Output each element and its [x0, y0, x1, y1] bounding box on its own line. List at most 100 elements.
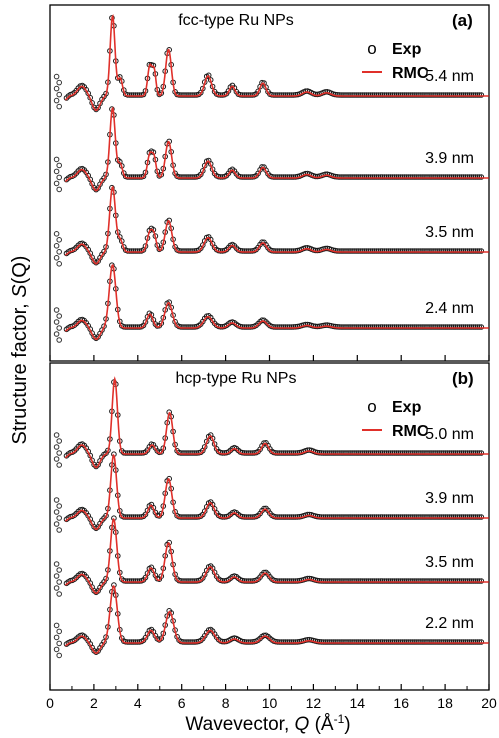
exp-point	[409, 92, 416, 98]
exp-point	[128, 578, 135, 584]
exp-point	[344, 450, 350, 456]
exp-point	[365, 514, 372, 520]
exp-point	[186, 92, 192, 98]
exp-point	[431, 248, 437, 254]
exp-point	[468, 92, 475, 98]
exp-point	[413, 639, 419, 645]
exp-point	[441, 578, 447, 584]
exp-point	[336, 514, 342, 520]
exp-point	[397, 514, 404, 520]
exp-point	[340, 324, 346, 330]
exp-point	[277, 639, 283, 645]
exp-point	[375, 639, 382, 645]
exp-point	[385, 92, 392, 98]
exp-point	[474, 578, 481, 584]
exp-point	[304, 637, 311, 643]
exp-point	[365, 174, 372, 180]
exp-point	[281, 578, 287, 584]
exp-point	[190, 639, 196, 645]
exp-point	[190, 92, 196, 98]
exp-point	[292, 450, 299, 456]
exp-point	[373, 450, 380, 456]
size-label: 2.2 nm	[425, 615, 474, 632]
legend-exp-marker: o	[367, 397, 376, 416]
exp-point	[444, 324, 451, 330]
legend-exp-label: Exp	[392, 399, 422, 416]
exp-point	[363, 324, 370, 330]
exp-point	[385, 514, 392, 520]
exp-point	[425, 450, 431, 456]
exp-point	[358, 578, 364, 584]
exp-point	[393, 92, 400, 98]
x-tick-label: 10	[262, 695, 278, 711]
exp-point	[130, 450, 137, 456]
exp-point	[464, 514, 471, 520]
exp-point	[304, 447, 311, 454]
exp-point	[425, 578, 431, 584]
exp-point	[322, 639, 329, 645]
exp-point	[375, 578, 382, 584]
exp-point	[379, 578, 386, 584]
exp-point	[397, 248, 404, 254]
exp-point	[277, 578, 283, 584]
exp-point	[369, 578, 376, 584]
exp-point	[279, 324, 285, 330]
exp-point	[53, 85, 60, 92]
exp-point	[53, 156, 60, 163]
exp-point	[472, 324, 479, 330]
exp-point	[330, 578, 337, 584]
exp-point	[367, 639, 374, 645]
exp-point	[259, 239, 265, 245]
exp-point	[448, 248, 455, 254]
exp-point	[180, 450, 186, 456]
exp-point	[371, 92, 378, 98]
exp-point	[132, 92, 139, 98]
exp-point	[417, 639, 423, 645]
exp-point	[342, 450, 348, 456]
y-axis-label-symbol: S	[9, 284, 31, 298]
exp-point	[448, 174, 455, 180]
exp-point	[371, 514, 378, 520]
exp-point	[288, 248, 295, 254]
exp-point	[134, 514, 141, 520]
exp-point	[439, 324, 445, 330]
exp-point	[132, 639, 139, 645]
exp-point	[373, 174, 380, 180]
exp-point	[338, 92, 344, 98]
exp-point	[288, 324, 295, 330]
exp-point	[425, 514, 431, 520]
exp-point	[472, 639, 479, 645]
exp-point	[460, 248, 467, 254]
exp-point	[53, 646, 60, 653]
exp-point	[284, 248, 291, 254]
exp-point	[326, 450, 333, 456]
exp-point	[277, 324, 283, 330]
exp-point	[393, 248, 400, 254]
rmc-fit-line	[64, 106, 489, 192]
exp-point	[369, 248, 376, 254]
exp-point	[419, 514, 425, 520]
exp-point	[427, 514, 433, 520]
y-axis-label-prefix: Structure factor,	[9, 298, 31, 445]
exp-point	[433, 450, 439, 456]
exp-point	[56, 462, 63, 468]
exp-point	[478, 639, 485, 645]
exp-point	[389, 514, 396, 520]
exp-point	[318, 639, 325, 645]
exp-point	[435, 92, 441, 98]
exp-point	[399, 174, 406, 180]
size-label: 3.9 nm	[425, 490, 474, 507]
exp-point	[243, 578, 249, 584]
exp-points	[53, 262, 485, 343]
panel-title: hcp-type Ru NPs	[176, 370, 297, 387]
exp-point	[180, 174, 186, 180]
exp-point	[444, 639, 451, 645]
exp-point	[401, 324, 408, 330]
exp-point	[478, 174, 485, 180]
exp-point	[435, 248, 441, 254]
exp-point	[247, 92, 253, 98]
exp-point	[377, 639, 384, 645]
exp-point	[342, 92, 348, 98]
exp-point	[132, 324, 139, 330]
